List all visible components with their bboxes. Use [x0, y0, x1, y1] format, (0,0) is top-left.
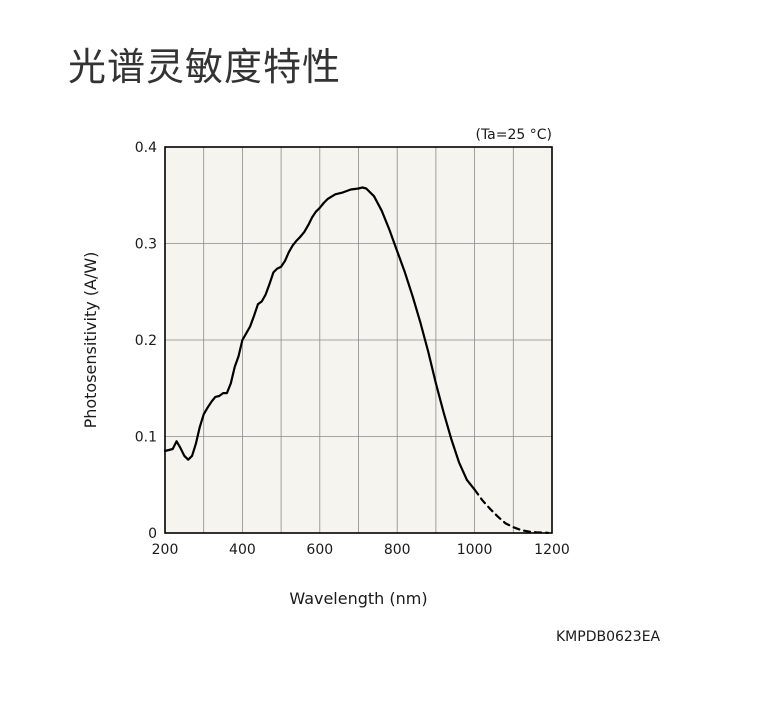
x-tick-label: 600 [306, 542, 333, 558]
page-title: 光谱灵敏度特性 [68, 45, 342, 89]
grid-lines [165, 147, 552, 533]
y-tick-label: 0.2 [135, 333, 157, 349]
y-tick-label: 0.1 [135, 430, 157, 446]
y-tick-label: 0.3 [135, 237, 157, 253]
y-tick-label: 0.4 [135, 140, 157, 156]
x-tick-label: 1000 [457, 542, 493, 558]
plot-border [164, 146, 553, 534]
x-tick-label: 1200 [534, 542, 570, 558]
x-tick-label: 200 [152, 542, 179, 558]
y-tick-label: 0 [148, 526, 157, 542]
x-axis-label: Wavelength (nm) [289, 589, 427, 608]
figure-code: KMPDB0623EA [556, 629, 661, 645]
tick-labels: 200 400 600 800 1000 1200 0 0.1 0.2 0.3 0.4 [135, 140, 570, 558]
x-tick-label: 400 [229, 542, 256, 558]
series-line-solid [163, 186, 476, 491]
y-axis-label: Photosensitivity (A/W) [81, 252, 100, 429]
plot-frame [164, 146, 553, 534]
x-tick-label: 800 [384, 542, 411, 558]
condition-annotation: (Ta=25 °C) [475, 127, 552, 143]
